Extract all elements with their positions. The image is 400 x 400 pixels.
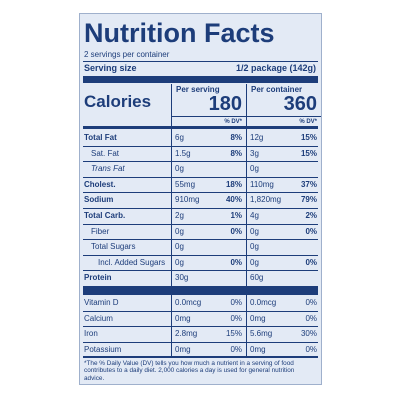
daily-value: 0% [305,313,317,323]
amount: 5.6mg [250,329,273,339]
column-line [171,84,172,357]
amount: 4g [250,211,259,220]
rule [83,145,318,147]
amount: 2g [175,211,184,220]
container-header: Per container [251,85,303,94]
amount: 110mg [250,179,274,189]
daily-value: 0% [230,257,242,267]
rule [83,161,318,163]
daily-value: 0% [305,226,317,236]
daily-value: 79% [300,195,317,205]
nutrient-name: Fiber [91,226,110,236]
thick-bar [83,76,318,83]
daily-value: 8% [230,148,242,158]
amount: 1,820mg [250,195,282,205]
serving-size-label: Serving size [84,63,137,73]
rule [83,208,318,209]
daily-value: 37% [300,179,317,189]
nutrient-name: Potassium [84,344,122,354]
amount: 0g [175,226,184,236]
serving-calories: 180 [208,93,242,115]
nutrient-name: Calcium [84,313,113,323]
thick-bar [83,356,318,358]
daily-value: 0% [305,257,317,267]
serving-header: Per serving [176,85,220,94]
rule [83,254,318,256]
rule [83,192,318,194]
amount: 30g [175,273,189,283]
footnote: *The % Daily Value (DV) tells you how mu… [84,360,295,382]
nutrient-name: Total Carb. [84,211,126,220]
rule [83,270,318,272]
nutrition-label: Nutrition Facts 2 servings per container… [79,13,322,385]
amount: 0g [175,164,184,174]
rule [83,176,318,178]
nutrient-name: Sodium [84,195,114,205]
daily-value: 8% [230,133,242,142]
daily-value: 0% [230,313,242,323]
amount: 0mg [175,344,191,354]
daily-value: 15% [225,329,242,339]
amount: 2.8mg [175,329,198,339]
amount: 0g [250,164,259,174]
daily-value: 30% [300,329,317,339]
nutrient-name: Cholest. [84,179,116,189]
daily-value: 15% [300,133,317,142]
daily-value: 2% [305,211,317,220]
amount: 60g [250,273,264,283]
amount: 6g [175,133,184,142]
amount: 0.0mcg [250,298,277,307]
daily-value: 0% [230,226,242,236]
nutrient-name: Sat. Fat [91,148,120,158]
amount: 0mg [250,313,266,323]
nutrient-name: Iron [84,329,98,339]
servings: 2 servings per container [84,50,170,59]
nutrient-name: Incl. Added Sugars [98,257,166,267]
daily-value: 0% [305,298,317,307]
nutrient-name: Trans Fat [91,164,125,174]
dv-header: % DV* [299,119,317,125]
rule [83,326,318,328]
daily-value: 15% [300,148,317,158]
nutrient-name: Vitamin D [84,298,119,307]
rule [83,223,318,225]
nutrient-name: Protein [84,273,112,283]
amount: 910mg [175,195,200,205]
rule [83,310,318,312]
daily-value: 40% [225,195,242,205]
amount: 55mg [175,179,196,189]
amount: 0g [250,242,259,252]
amount: 0.0mcg [175,298,202,307]
rule [83,341,318,343]
nutrient-name: Total Fat [84,133,117,142]
container-calories: 360 [283,93,317,115]
amount: 1.5g [175,148,191,158]
nutrient-name: Total Sugars [91,242,136,252]
serving-size-value: 1/2 package (142g) [235,63,316,73]
calories-label: Calories [84,92,152,111]
rule [83,61,318,62]
amount: 12g [250,133,264,142]
column-line [246,84,247,357]
amount: 3g [250,148,259,158]
thick-bar [83,286,318,295]
amount: 0g [175,257,184,267]
amount: 0g [175,242,184,252]
dv-header: % DV* [224,119,242,125]
amount: 0mg [175,313,191,323]
amount: 0mg [250,344,266,354]
daily-value: 0% [230,298,242,307]
daily-value: 18% [225,179,242,189]
amount: 0g [250,257,259,267]
daily-value: 1% [230,211,242,220]
rule [83,239,318,241]
daily-value: 0% [230,344,242,354]
thick-bar [83,126,318,129]
title: Nutrition Facts [84,18,275,48]
amount: 0g [250,226,259,236]
daily-value: 0% [305,344,317,354]
